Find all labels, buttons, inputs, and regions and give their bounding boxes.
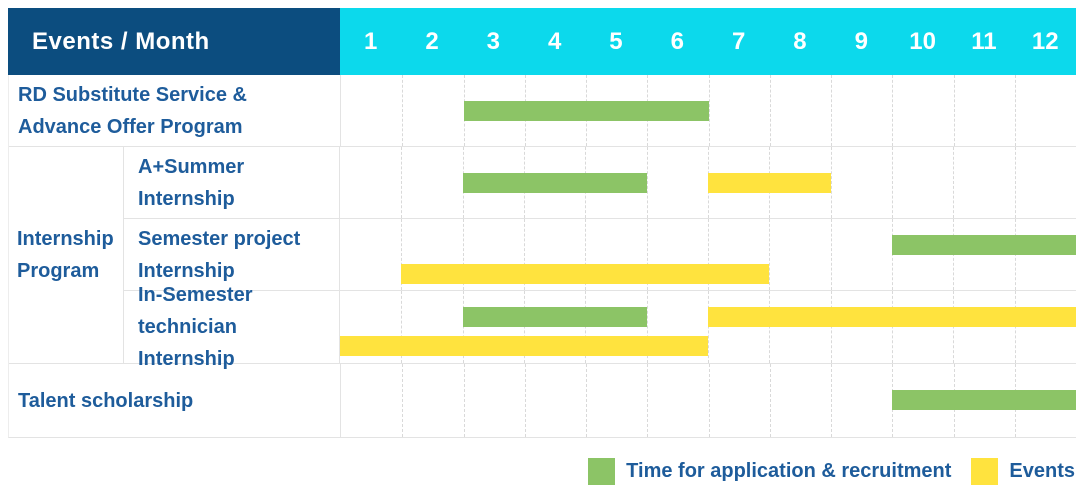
month-gridline	[646, 147, 648, 218]
application-period-bar	[892, 390, 1076, 410]
month-gridline	[830, 291, 832, 363]
month-header-11: 11	[971, 27, 997, 55]
group-label-internship-program: Internship Program	[9, 147, 124, 363]
month-header-5: 5	[609, 27, 623, 55]
row-label-a-summer-internship: A+Summer Internship	[124, 147, 340, 218]
month-gridline	[708, 291, 709, 363]
month-gridline	[401, 219, 403, 290]
month-gridline	[401, 291, 403, 363]
month-gridline	[892, 75, 894, 146]
internship-program-subrows: A+Summer Internship Semester project Int…	[124, 147, 1076, 370]
row-rd-substitute-service: RD Substitute Service & Advance Offer Pr…	[9, 75, 1076, 147]
month-header-12: 12	[1031, 27, 1059, 55]
month-header-4: 4	[547, 27, 562, 55]
month-gridline	[646, 219, 648, 290]
chart-cell-in-semester-technician-internship	[340, 291, 1076, 363]
header-events-month-cell: Events / Month	[8, 8, 340, 75]
month-gridline	[462, 219, 464, 290]
row-label-rd-substitute-service: RD Substitute Service & Advance Offer Pr…	[9, 75, 341, 146]
chart-cell-talent-scholarship	[341, 364, 1076, 437]
month-gridline	[585, 291, 587, 363]
month-gridline	[647, 364, 649, 437]
row-a-summer-internship: A+Summer Internship	[124, 147, 1076, 219]
month-gridline	[830, 147, 832, 218]
row-label-in-semester-technician-internship: In-Semester technician Internship	[124, 284, 340, 370]
legend-application-label: Time for application & recruitment	[626, 460, 952, 482]
month-gridline	[586, 364, 587, 437]
month-header-8: 8	[793, 27, 807, 55]
events-period-bar	[708, 307, 1076, 327]
month-gridline	[953, 147, 955, 218]
row-semester-project-internship: Semester project Internship	[124, 219, 1076, 291]
month-gridline	[953, 291, 955, 363]
month-gridline	[462, 291, 464, 363]
month-gridline	[769, 291, 771, 363]
month-gridline	[401, 147, 403, 218]
month-gridline	[1014, 75, 1016, 146]
month-header-1: 1	[363, 27, 378, 55]
month-gridline	[831, 75, 832, 146]
legend-events-swatch	[971, 458, 999, 485]
month-gridline	[769, 219, 771, 290]
month-gridline	[708, 75, 710, 146]
month-gridline	[769, 75, 771, 146]
month-gridline	[402, 75, 404, 146]
month-gridline	[953, 75, 955, 146]
month-header-3: 3	[486, 27, 500, 55]
month-header-row: 1 2 3 4 5 6 7 8 9 10 11 12	[340, 8, 1076, 75]
month-gridline	[463, 364, 465, 437]
table-header-row: Events / Month 1 2 3 4 5 6 7 8 9 10 11 12	[8, 8, 1076, 75]
month-gridline	[892, 147, 893, 218]
month-gridline	[524, 219, 525, 290]
month-gridline	[524, 291, 525, 363]
row-label-semester-project-internship: Semester project Internship	[124, 219, 340, 290]
month-gridline	[892, 291, 893, 363]
events-schedule-table: Events / Month 1 2 3 4 5 6 7 8 9 10 11 12 RD Substi…	[8, 8, 1076, 438]
chart-cell-semester-project-internship	[340, 219, 1076, 290]
chart-cell-a-summer-internship	[340, 147, 1076, 218]
month-gridline	[708, 364, 710, 437]
legend: Time for application & recruitment Event…	[0, 458, 1075, 485]
month-header-6: 6	[670, 27, 684, 55]
chart-cell-rd-substitute-service	[341, 75, 1076, 146]
month-gridline	[402, 364, 404, 437]
row-label-talent-scholarship: Talent scholarship	[9, 364, 341, 437]
row-talent-scholarship: Talent scholarship	[9, 364, 1076, 437]
table-body: RD Substitute Service & Advance Offer Pr…	[8, 75, 1076, 438]
month-header-10: 10	[909, 27, 936, 55]
month-gridline	[524, 364, 526, 437]
month-gridline	[831, 364, 832, 437]
month-gridline	[646, 291, 648, 363]
events-period-bar	[401, 264, 770, 284]
legend-events-label: Events	[1009, 460, 1075, 482]
row-in-semester-technician-internship: In-Semester technician Internship	[124, 284, 1076, 370]
month-header-7: 7	[731, 27, 746, 55]
month-gridline	[1014, 147, 1016, 218]
month-gridline	[585, 219, 587, 290]
events-period-bar	[708, 173, 831, 193]
month-gridline	[708, 219, 709, 290]
month-gridline	[769, 364, 771, 437]
month-header-2: 2	[425, 27, 439, 55]
month-gridline	[1014, 291, 1016, 363]
application-period-bar	[463, 101, 709, 121]
application-period-bar	[462, 307, 647, 327]
legend-application-swatch	[588, 458, 616, 485]
application-period-bar	[462, 173, 647, 193]
internship-program-group: Internship Program A+Summer Internship S…	[9, 147, 1076, 370]
month-header-9: 9	[854, 27, 868, 55]
month-gridline	[830, 219, 832, 290]
application-period-bar	[892, 235, 1076, 255]
events-period-bar	[340, 336, 708, 356]
